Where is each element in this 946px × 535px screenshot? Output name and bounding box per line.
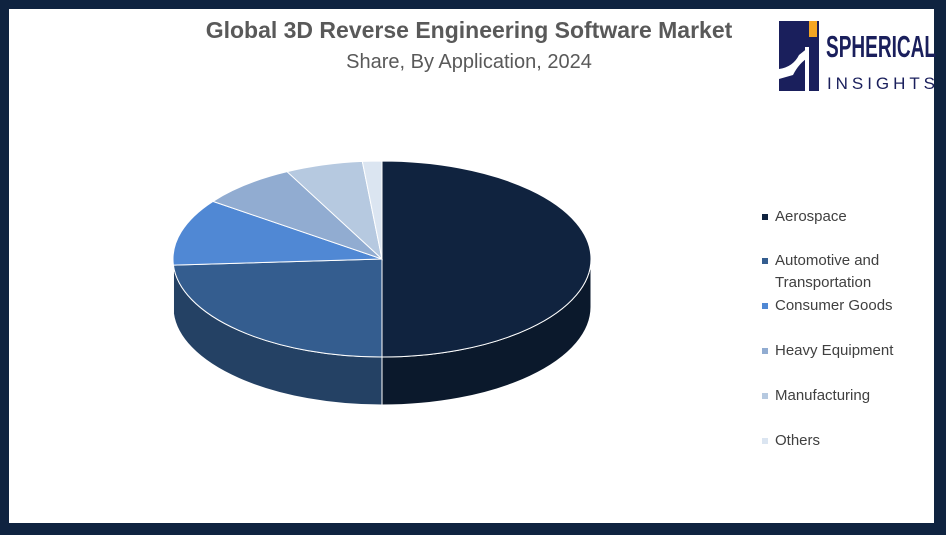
legend-label: Others bbox=[775, 432, 821, 449]
chart-panel: Global 3D Reverse Engineering Software M… bbox=[9, 9, 936, 523]
legend-swatch bbox=[762, 393, 768, 399]
legend-label: Heavy Equipment bbox=[775, 342, 894, 359]
pie-slice-consumer-goods bbox=[172, 200, 383, 266]
legend-label: Consumer Goods bbox=[775, 297, 893, 314]
legend-label: Aerospace bbox=[775, 208, 847, 225]
pie-slice-aerospace bbox=[381, 160, 592, 358]
legend-swatch bbox=[762, 303, 768, 309]
chart-title: Global 3D Reverse Engineering Software M… bbox=[205, 17, 733, 43]
pie-slice-others bbox=[361, 160, 383, 260]
legend-swatch bbox=[762, 258, 768, 264]
svg-text:SPHERICAL: SPHERICAL bbox=[826, 29, 936, 64]
pie-chart bbox=[172, 160, 592, 406]
legend-label: Automotive and Transportation bbox=[775, 252, 880, 291]
pie-slice-automotive-and-transportation bbox=[172, 258, 383, 358]
spherical-insights-logo: SPHERICAL INSIGHTS bbox=[779, 21, 936, 93]
legend-swatch bbox=[762, 348, 768, 354]
legend-swatch bbox=[762, 214, 768, 220]
legend-swatch bbox=[762, 438, 768, 444]
chart-subtitle: Share, By Application, 2024 bbox=[346, 51, 592, 73]
pie-slice-heavy-equipment bbox=[211, 171, 383, 260]
legend-label: Manufacturing bbox=[775, 387, 871, 404]
